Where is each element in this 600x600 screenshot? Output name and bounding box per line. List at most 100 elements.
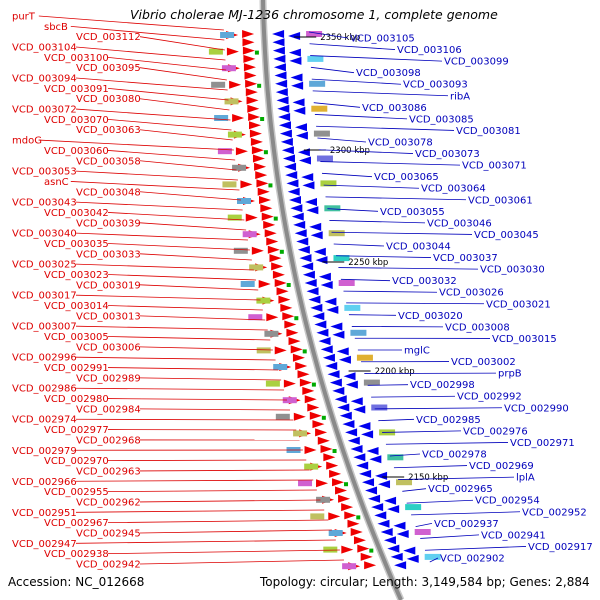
- forward-gene-arrow: [288, 337, 301, 346]
- label-leader-line: [107, 274, 257, 281]
- gene-label-right: VCD_003105: [350, 34, 415, 45]
- annotation-track-block: [320, 180, 337, 187]
- reverse-gene-arrow: [288, 48, 301, 57]
- gene-label-right: VCD_003015: [492, 334, 557, 345]
- annotation-track-block: [298, 480, 313, 487]
- reverse-gene-arrow: [273, 63, 286, 72]
- reverse-gene-arrow: [309, 222, 322, 231]
- annotation-track-block: [387, 454, 404, 461]
- forward-gene-arrow: [267, 245, 280, 254]
- annotation-track-block: [224, 98, 239, 105]
- gene-label-left: VCD_002938: [44, 549, 109, 560]
- gene-label-right: VCD_003045: [474, 230, 539, 241]
- forward-gene-arrow: [260, 204, 273, 213]
- forward-gene-arrow: [284, 320, 297, 329]
- forward-gene-arrow: [315, 428, 328, 437]
- gene-label-right: VCD_002985: [416, 415, 481, 426]
- gene-label-left: VCD_003035: [44, 239, 109, 250]
- label-leader-line: [107, 367, 279, 371]
- annotation-track-block: [338, 280, 355, 286]
- annotation-track-block: [237, 198, 251, 204]
- gc-skew-mark: [302, 349, 307, 354]
- reverse-gene-arrow: [362, 478, 375, 487]
- forward-gene-arrow: [256, 179, 269, 188]
- label-leader-line: [429, 557, 439, 563]
- scale-tick-label: 2150 kbp: [408, 473, 448, 483]
- forward-gene-arrow: [276, 287, 289, 296]
- forward-gene-arrow: [244, 71, 257, 80]
- annotation-track-block: [222, 181, 237, 188]
- reverse-gene-arrow: [286, 179, 299, 188]
- reverse-gene-arrow: [377, 519, 390, 528]
- reverse-gene-arrow: [301, 262, 314, 271]
- reverse-gene-arrow: [306, 287, 319, 296]
- gene-label-right: VCD_002952: [522, 507, 587, 518]
- forward-gene-arrow: [329, 469, 342, 478]
- forward-gene-arrow: [229, 80, 242, 89]
- gene-label-left: VCD_003048: [76, 187, 141, 198]
- reverse-gene-arrow: [272, 38, 285, 47]
- reverse-gene-arrow: [281, 146, 294, 155]
- forward-gene-arrow: [295, 362, 308, 370]
- label-leader-line: [331, 231, 473, 235]
- label-leader-line: [323, 184, 420, 189]
- gene-label-left: VCD_003014: [44, 301, 109, 312]
- gene-label-left: VCD_002942: [76, 560, 141, 571]
- forward-gene-arrow: [264, 229, 277, 238]
- label-leader-line: [107, 87, 229, 101]
- label-leader-line: [346, 302, 485, 305]
- reverse-gene-arrow: [345, 428, 358, 437]
- annotation-track-block: [208, 48, 223, 55]
- annotation-track-block: [221, 65, 236, 72]
- label-leader-line: [402, 488, 427, 492]
- reverse-gene-arrow: [406, 554, 419, 563]
- annotation-track-block: [240, 281, 255, 287]
- label-leader-line: [389, 453, 421, 457]
- gene-label-left: VCD_002974: [12, 415, 77, 426]
- label-leader-line: [139, 408, 291, 411]
- gene-label-left: VCD_002945: [76, 528, 141, 539]
- reverse-gene-arrow: [282, 154, 295, 163]
- annotation-track-block: [344, 304, 361, 311]
- label-leader-line: [316, 125, 455, 131]
- reverse-gene-arrow: [332, 330, 345, 339]
- label-leader-line: [139, 253, 252, 261]
- gene-label-left: VCD_003017: [12, 291, 77, 302]
- reverse-gene-arrow: [324, 297, 337, 306]
- label-leader-line: [107, 549, 340, 555]
- label-leader-line: [139, 377, 282, 381]
- reverse-gene-arrow: [272, 30, 285, 38]
- annotation-track-block: [328, 230, 345, 237]
- reverse-gene-arrow: [294, 229, 307, 238]
- forward-gene-arrow: [316, 479, 329, 488]
- reverse-gene-arrow: [365, 486, 378, 495]
- forward-gene-arrow: [232, 114, 245, 122]
- reverse-gene-arrow: [369, 455, 382, 464]
- label-leader-line: [310, 66, 355, 74]
- reverse-gene-arrow: [305, 198, 317, 206]
- annotation-track-block: [371, 404, 388, 411]
- label-leader-line: [139, 160, 237, 171]
- reverse-gene-arrow: [291, 81, 304, 90]
- gc-skew-mark: [294, 316, 299, 321]
- forward-gene-arrow: [283, 379, 296, 388]
- reverse-gene-arrow: [332, 386, 345, 395]
- annotation-track-block: [306, 31, 323, 37]
- label-leader-line: [348, 314, 397, 316]
- forward-gene-arrow: [341, 545, 354, 554]
- scale-tick-label: 2250 kbp: [348, 258, 388, 268]
- reverse-gene-arrow: [383, 536, 396, 545]
- gene-label-left: VCD_003091: [44, 84, 109, 95]
- gene-label-left: VCD_002968: [76, 435, 141, 446]
- reverse-gene-arrow: [318, 337, 331, 346]
- label-leader-line: [75, 325, 268, 331]
- gene-label-left: VCD_002980: [44, 394, 109, 405]
- gene-label-right: VCD_002969: [469, 461, 534, 472]
- gene-label-left: VCD_002947: [12, 539, 77, 550]
- label-leader-line: [75, 232, 248, 241]
- label-leader-line: [139, 346, 273, 351]
- reverse-gene-arrow: [289, 56, 302, 65]
- reverse-gene-arrow: [356, 461, 369, 470]
- reverse-gene-arrow: [301, 173, 314, 182]
- reverse-gene-arrow: [297, 148, 310, 157]
